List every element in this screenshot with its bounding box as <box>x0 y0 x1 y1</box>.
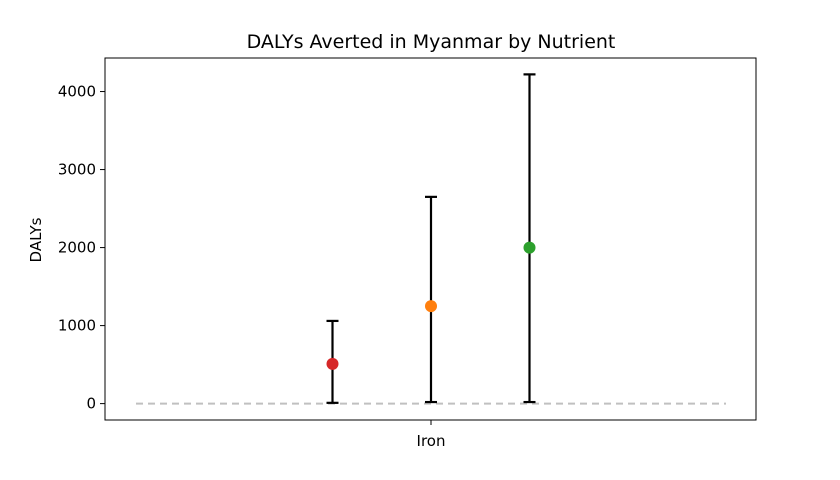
point-group <box>326 241 536 370</box>
y-tick-label: 4000 <box>58 83 96 101</box>
y-tick-label: 0 <box>86 395 96 413</box>
y-tick-label: 3000 <box>58 161 96 179</box>
y-axis: 0 1000 2000 3000 4000 <box>58 83 105 413</box>
y-tick-label: 2000 <box>58 239 96 257</box>
y-tick-label: 1000 <box>58 317 96 335</box>
errorbar-group <box>326 73 536 404</box>
errorbar <box>425 195 437 404</box>
data-point <box>425 300 437 313</box>
data-point <box>326 357 339 370</box>
y-axis-label: DALYs <box>27 217 45 262</box>
x-axis: Iron <box>417 420 446 450</box>
x-tick-label: Iron <box>417 432 446 450</box>
chart-title: DALYs Averted in Myanmar by Nutrient <box>247 31 616 53</box>
errorbar <box>523 73 536 404</box>
data-point <box>523 241 536 254</box>
